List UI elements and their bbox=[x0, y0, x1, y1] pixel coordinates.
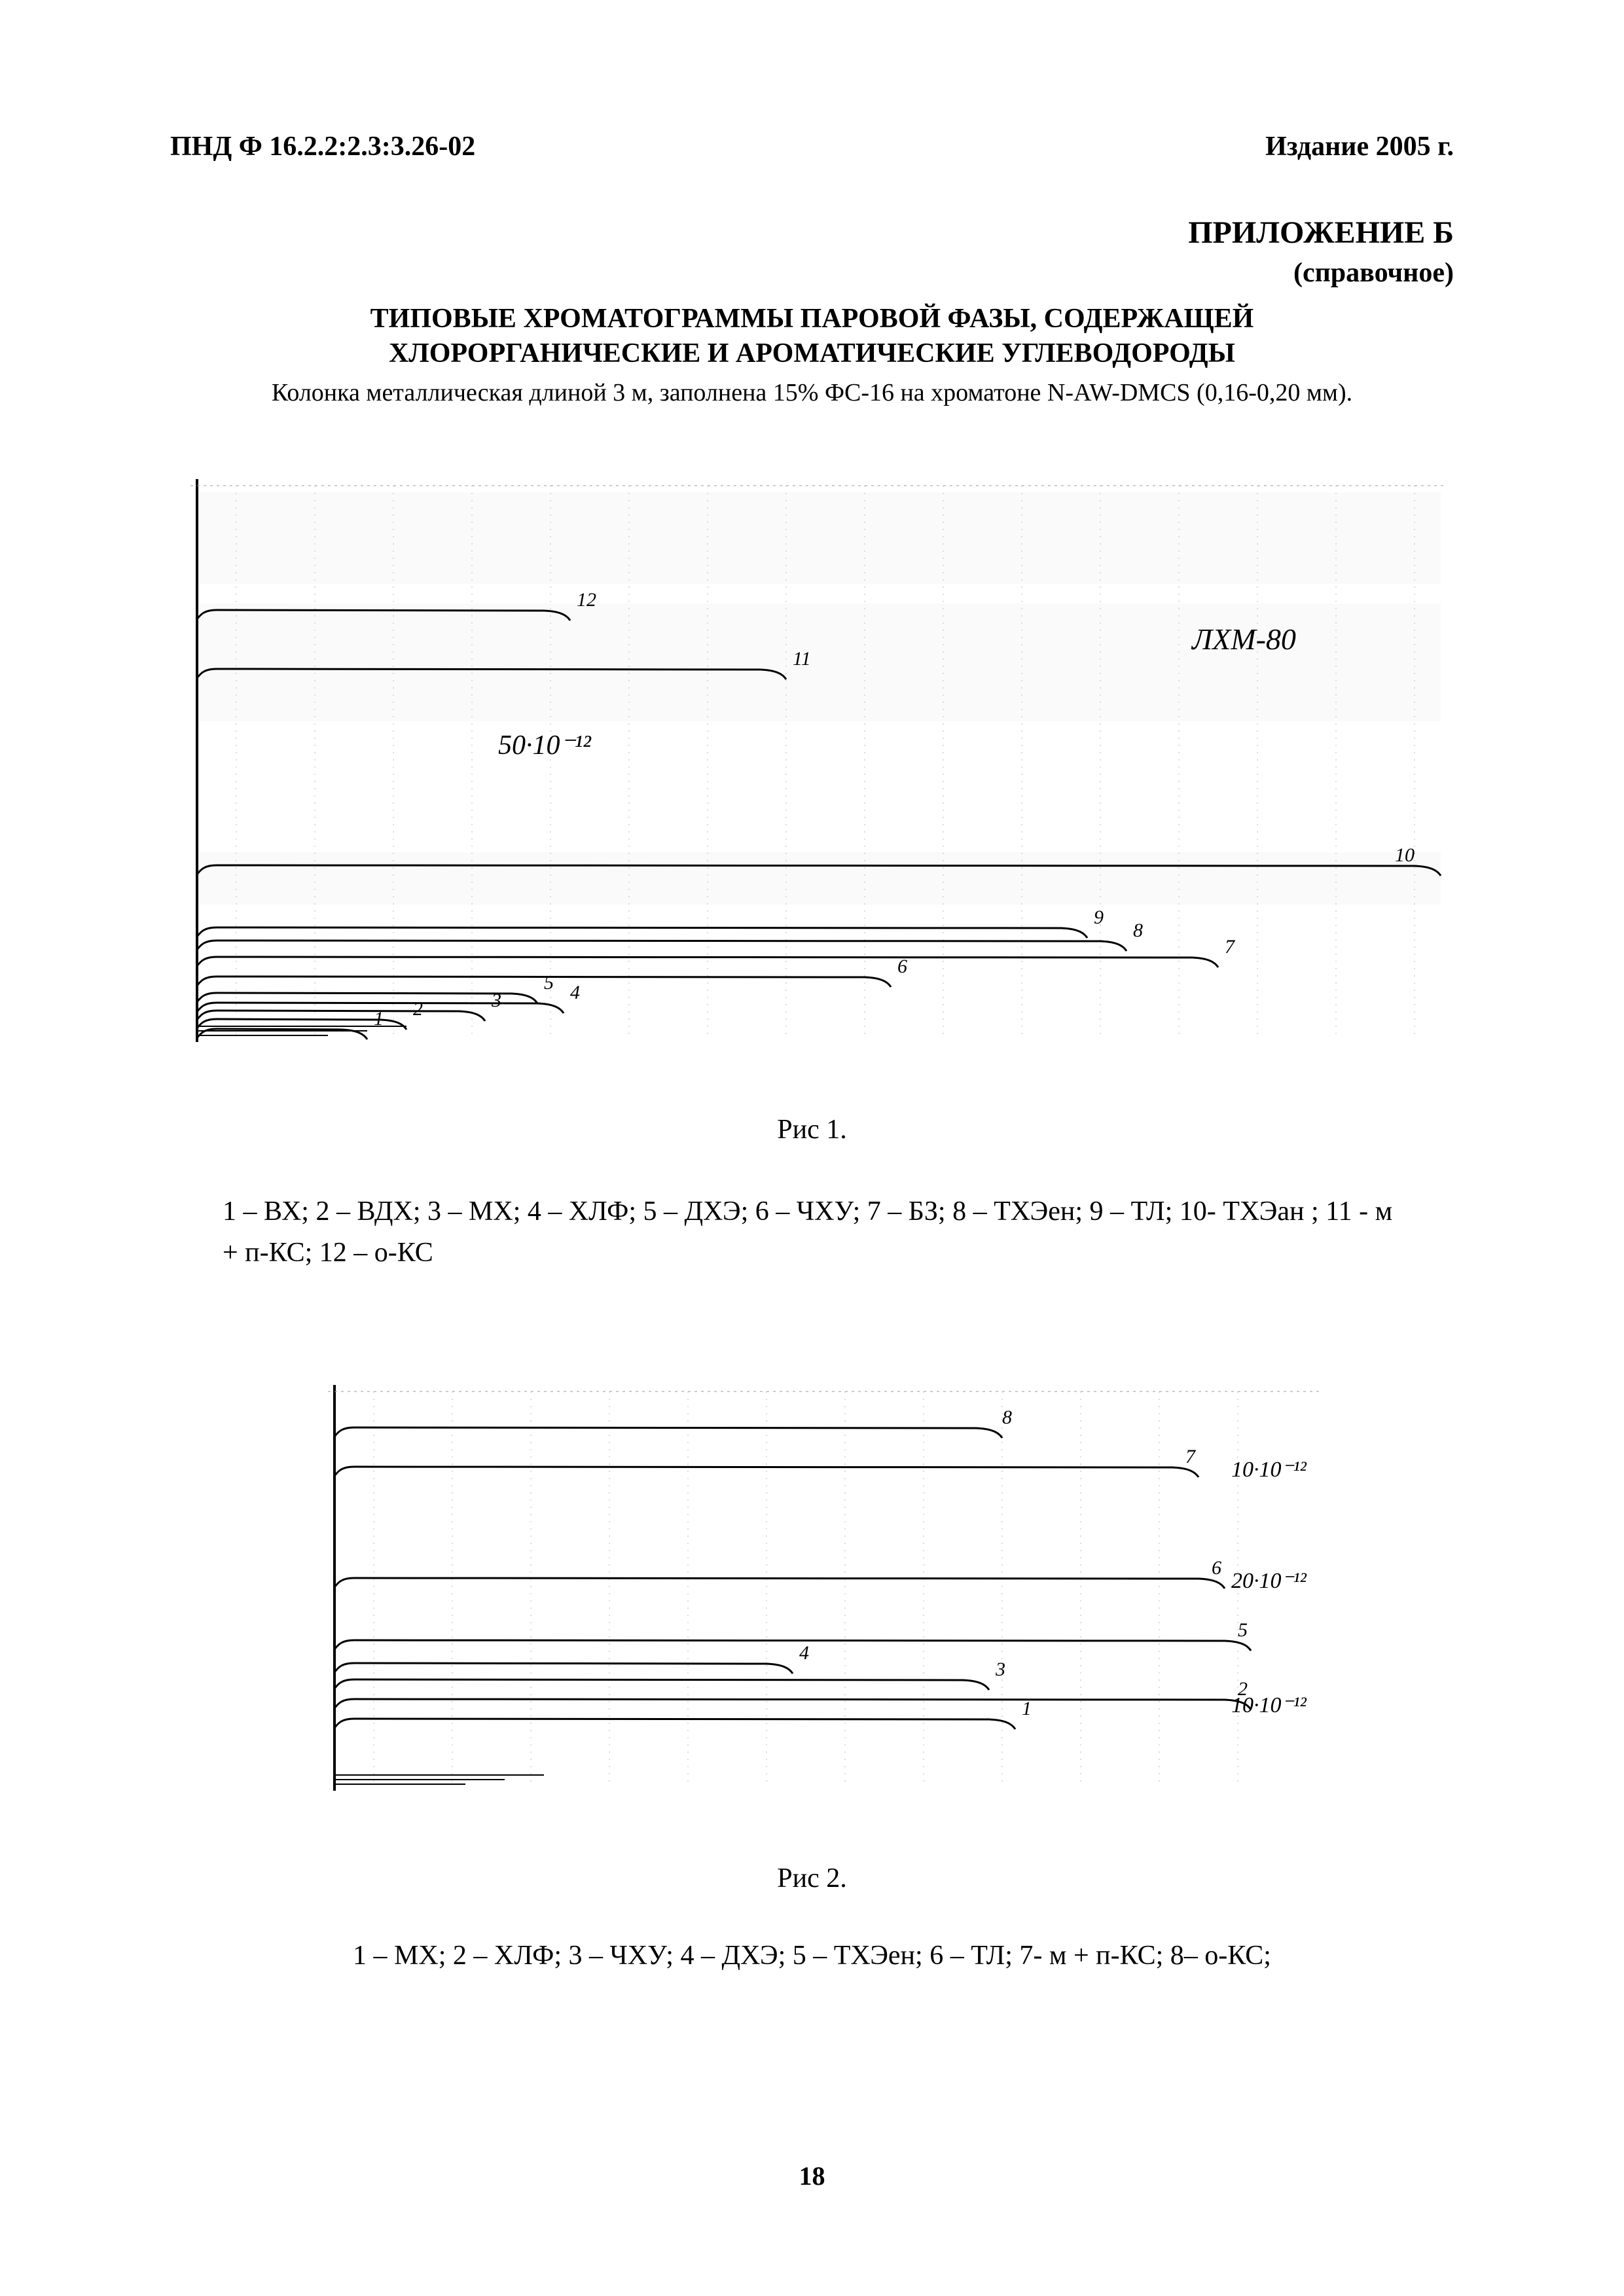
page-number: 18 bbox=[0, 2161, 1624, 2191]
svg-text:6: 6 bbox=[897, 956, 907, 977]
doc-code: ПНД Ф 16.2.2:2.3:3.26-02 bbox=[170, 131, 475, 162]
svg-text:4: 4 bbox=[799, 1642, 809, 1664]
svg-text:5: 5 bbox=[1238, 1619, 1248, 1641]
svg-text:9: 9 bbox=[1094, 906, 1104, 928]
column-note: Колонка металлическая длиной 3 м, заполн… bbox=[170, 378, 1454, 407]
svg-text:10·10⁻¹²: 10·10⁻¹² bbox=[1231, 1693, 1307, 1717]
figure-2-legend: 1 – МХ; 2 – ХЛФ; 3 – ЧХУ; 4 – ДХЭ; 5 – Т… bbox=[170, 1940, 1454, 1971]
svg-text:7: 7 bbox=[1225, 936, 1236, 958]
svg-text:12: 12 bbox=[577, 589, 596, 611]
svg-text:50·10⁻¹²: 50·10⁻¹² bbox=[498, 730, 592, 761]
main-title: ТИПОВЫЕ ХРОМАТОГРАММЫ ПАРОВОЙ ФАЗЫ, СОДЕ… bbox=[170, 302, 1454, 370]
svg-text:20·10⁻¹²: 20·10⁻¹² bbox=[1231, 1569, 1307, 1593]
appendix-subtitle: (справочное) bbox=[170, 257, 1454, 289]
svg-text:7: 7 bbox=[1185, 1446, 1197, 1467]
svg-text:3: 3 bbox=[995, 1659, 1005, 1680]
main-title-line2: ХЛОРОРГАНИЧЕСКИЕ И АРОМАТИЧЕСКИЕ УГЛЕВОД… bbox=[170, 336, 1454, 371]
svg-text:11: 11 bbox=[793, 648, 811, 670]
figure-1-chromatogram: 123456789101112ЛХМ-8050·10⁻¹² bbox=[171, 446, 1454, 1075]
page-header: ПНД Ф 16.2.2:2.3:3.26-02 Издание 2005 г. bbox=[170, 131, 1454, 162]
svg-text:10·10⁻¹²: 10·10⁻¹² bbox=[1231, 1458, 1307, 1482]
figure-1-legend: 1 – ВХ; 2 – ВДХ; 3 – МХ; 4 – ХЛФ; 5 – ДХ… bbox=[223, 1191, 1401, 1274]
edition: Издание 2005 г. bbox=[1265, 131, 1454, 162]
svg-text:8: 8 bbox=[1133, 920, 1143, 941]
figure-2-caption: Рис 2. bbox=[170, 1863, 1454, 1894]
svg-text:4: 4 bbox=[570, 982, 580, 1003]
svg-text:6: 6 bbox=[1212, 1557, 1221, 1579]
svg-text:10: 10 bbox=[1395, 844, 1415, 866]
main-title-line1: ТИПОВЫЕ ХРОМАТОГРАММЫ ПАРОВОЙ ФАЗЫ, СОДЕ… bbox=[170, 302, 1454, 336]
svg-text:8: 8 bbox=[1002, 1407, 1012, 1428]
svg-text:1: 1 bbox=[1022, 1698, 1032, 1719]
figure-1-caption: Рис 1. bbox=[170, 1114, 1454, 1145]
svg-text:2: 2 bbox=[413, 998, 423, 1020]
appendix-title: ПРИЛОЖЕНИЕ Б bbox=[170, 215, 1454, 251]
figure-2-chromatogram: 1234567810·10⁻¹²20·10⁻¹²10·10⁻¹² bbox=[295, 1352, 1329, 1823]
svg-text:ЛХМ-80: ЛХМ-80 bbox=[1191, 622, 1296, 656]
svg-text:5: 5 bbox=[544, 972, 554, 994]
